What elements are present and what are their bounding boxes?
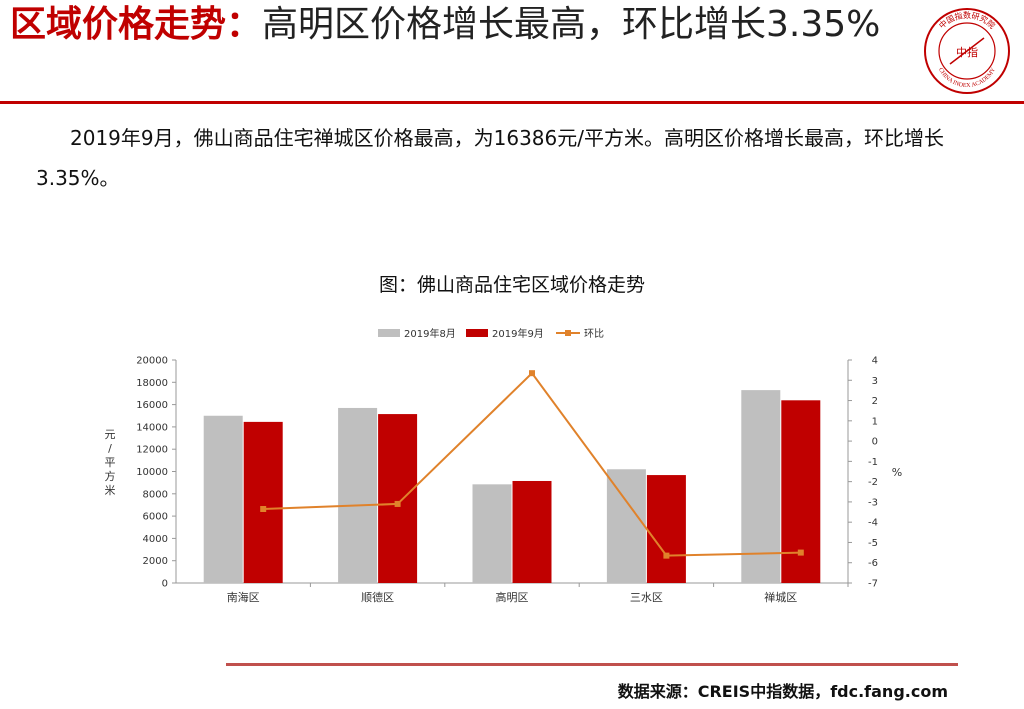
chart-title: 图：佛山商品住宅区域价格走势 [378,274,645,296]
y-tick-label-left: 20000 [136,356,168,367]
y-axis-title-left-char: 平 [105,456,116,469]
y-tick-label-right: -6 [868,558,878,569]
bar-2019-09 [512,480,552,583]
y-tick-label-right: -1 [868,457,878,468]
bar-2019-09 [646,475,686,583]
y-tick-label-right: -5 [868,538,878,549]
y-tick-label-right: 2 [872,396,878,407]
y-tick-label-right: -7 [868,579,878,590]
bar-2019-09 [243,421,283,583]
y-axis-title-left-char: 元 [105,428,116,441]
y-tick-label-left: 10000 [136,467,168,478]
y-tick-label-left: 0 [162,579,168,590]
bar-2019-08 [606,469,646,583]
x-tick-label: 禅城区 [764,590,797,604]
bar-2019-08 [203,415,243,583]
y-tick-label-left: 18000 [136,378,168,389]
y-tick-label-right: -2 [868,477,878,488]
y-axis-title-right: % [892,466,902,479]
legend-swatch-2019-08 [378,329,400,337]
y-tick-label-left: 8000 [143,489,168,500]
legend-label-mom: 环比 [584,328,604,340]
bar-2019-08 [338,407,378,583]
y-tick-label-right: -4 [868,518,878,529]
bar-2019-08 [741,390,781,583]
legend-marker-mom [565,330,571,336]
legend-swatch-2019-09 [466,329,488,337]
y-tick-label-right: -3 [868,497,878,508]
y-tick-label-left: 16000 [136,400,168,411]
bar-2019-09 [781,400,821,583]
y-tick-label-left: 2000 [143,556,168,567]
data-source: 数据来源：CREIS中指数据，fdc.fang.com [617,682,948,701]
bar-2019-08 [472,484,512,583]
logo-center-text: 中指 [956,45,978,59]
x-tick-label: 顺德区 [361,590,394,604]
page-title-main: 高明区价格增长最高，环比增长3.35% [262,4,881,45]
line-marker-mom [663,552,670,559]
line-marker-mom [394,500,401,507]
y-tick-label-right: 4 [872,356,878,367]
y-tick-label-right: 3 [872,376,878,387]
summary-paragraph: 2019年9月，佛山商品住宅禅城区价格最高，为16386元/平方米。高明区价格增… [36,126,944,190]
china-index-academy-logo: 中国指数研究院 CHINA INDEX ACADEMY 中指 [924,8,1010,94]
bar-2019-09 [378,414,418,583]
y-tick-label-right: 1 [872,416,878,427]
y-tick-label-right: 0 [872,437,878,448]
y-axis-title-left-char: / [108,442,112,455]
line-marker-mom [797,549,804,556]
y-tick-label-left: 12000 [136,445,168,456]
legend-label-2019-09: 2019年9月 [492,327,544,340]
footer-rule [226,663,958,666]
y-tick-label-left: 6000 [143,512,168,523]
x-tick-label: 三水区 [630,591,663,604]
page-title-highlight: 区域价格走势： [10,4,263,45]
y-tick-label-left: 14000 [136,422,168,433]
line-marker-mom [260,506,267,513]
x-tick-label: 高明区 [496,590,529,604]
page-title: 区域价格走势：高明区价格增长最高，环比增长3.35% [10,4,910,46]
header-rule [0,101,1024,104]
x-tick-label: 南海区 [227,590,260,604]
legend-label-2019-08: 2019年8月 [404,327,456,340]
y-axis-title-left-char: 米 [105,484,116,497]
y-tick-label-left: 4000 [143,534,168,545]
y-axis-title-left-char: 方 [105,469,116,483]
line-marker-mom [529,370,535,377]
